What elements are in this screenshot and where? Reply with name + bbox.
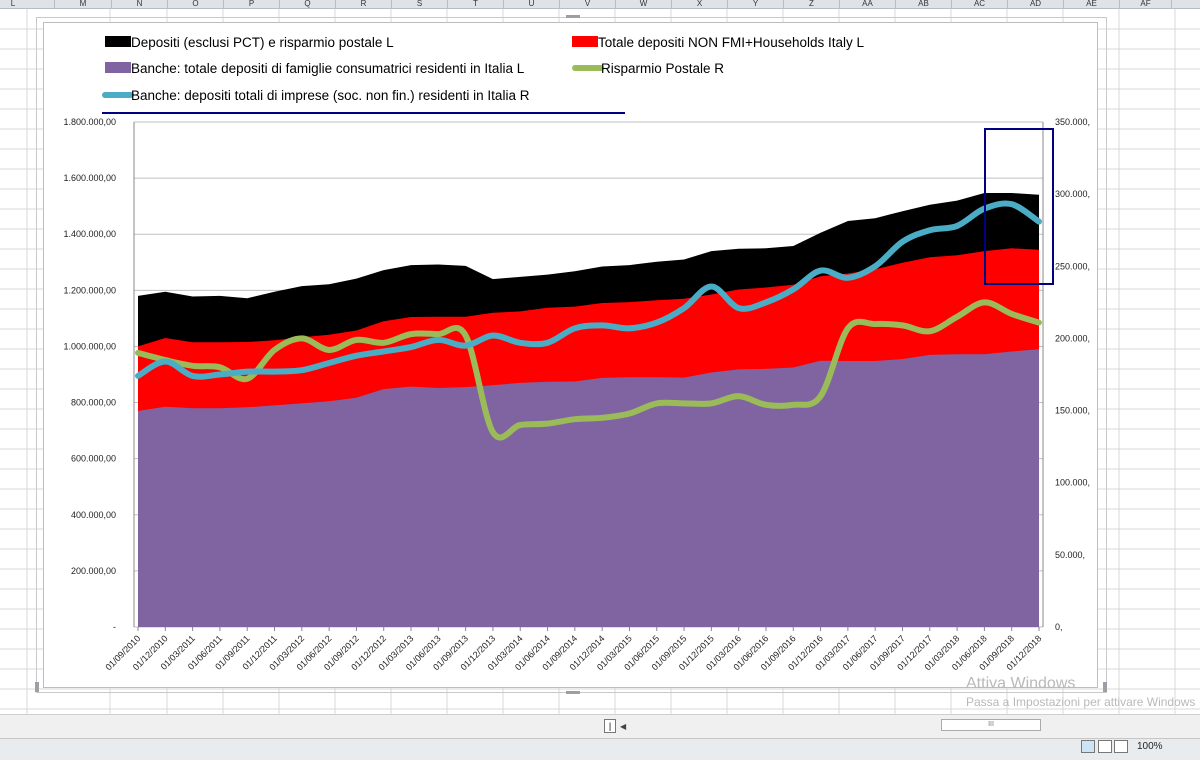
sheet-navigation-button[interactable]: | (604, 719, 616, 733)
chart-resize-handle-right[interactable] (1103, 682, 1107, 692)
left-axis-tick-label: 1.800.000,00 (63, 117, 116, 127)
right-axis-tick-label: 250.000, (1055, 261, 1090, 271)
left-axis-tick-label: 1.000.000,00 (63, 341, 116, 351)
area-series-3[interactable] (138, 349, 1039, 627)
left-axis-tick-label: 800.000,00 (71, 398, 116, 408)
annotation-layer (102, 112, 1054, 285)
right-axis-tick-label: 50.000, (1055, 550, 1085, 560)
activation-watermark-title: Attiva Windows (966, 675, 1076, 692)
left-axis-tick-label: 400.000,00 (71, 510, 116, 520)
plot-layer (134, 121, 1043, 628)
line-series-2[interactable] (135, 200, 1042, 380)
legend-entry-label: Risparmio Postale R (601, 61, 724, 76)
column-header-s[interactable]: S (392, 0, 448, 8)
left-axis-tick-label: 1.400.000,00 (63, 229, 116, 239)
chart-resize-handle-bottom[interactable] (566, 691, 580, 694)
column-header-w[interactable]: W (616, 0, 672, 8)
right-axis-tick-label: 300.000, (1055, 189, 1090, 199)
left-axis-tick-label: 600.000,00 (71, 454, 116, 464)
legend-swatch (105, 62, 131, 73)
left-axis-tick-label: 1.600.000,00 (63, 173, 116, 183)
column-header-ae[interactable]: AE (1064, 0, 1120, 8)
sheet-scroll-left-icon[interactable]: ◀ (620, 722, 627, 731)
legend-entry-label: Banche: depositi totali di imprese (soc.… (131, 88, 530, 103)
column-header-u[interactable]: U (504, 0, 560, 8)
column-header-y[interactable]: Y (728, 0, 784, 8)
normal-view-icon[interactable] (1081, 740, 1095, 753)
horizontal-scroll-thumb[interactable]: III (941, 719, 1041, 731)
annotation-highlight-box (984, 128, 1054, 285)
column-header-p[interactable]: P (224, 0, 280, 8)
page-break-view-icon[interactable] (1114, 740, 1128, 753)
right-axis-tick-label: 150.000, (1055, 406, 1090, 416)
column-header-q[interactable]: Q (280, 0, 336, 8)
column-header-m[interactable]: M (55, 0, 112, 8)
activation-watermark-subtitle: Passa a Impostazioni per attivare Window… (966, 695, 1196, 709)
right-axis-tick-label: 350.000, (1055, 117, 1090, 127)
legend[interactable]: Depositi (esclusi PCT) e risparmio posta… (102, 35, 864, 103)
sheet-tab-bar (0, 714, 1200, 739)
column-header-v[interactable]: V (560, 0, 616, 8)
left-axis-tick-label: 200.000,00 (71, 566, 116, 576)
column-header-x[interactable]: X (672, 0, 728, 8)
column-header-aa[interactable]: AA (840, 0, 896, 8)
column-header-l[interactable]: L (0, 0, 55, 8)
chart-resize-handle-top[interactable] (566, 15, 580, 18)
legend-swatch (105, 36, 131, 47)
left-axis-tick-label: - (113, 622, 116, 632)
right-axis-tick-label: 100.000, (1055, 478, 1090, 488)
right-axis-tick-label: 200.000, (1055, 333, 1090, 343)
column-header-ac[interactable]: AC (952, 0, 1008, 8)
column-header-bar: L M N O P Q R S T U V W X Y Z AA AB AC AD AE AF (0, 0, 1200, 9)
zoom-level[interactable]: 100% (1137, 741, 1163, 752)
right-axis-tick-label: 0, (1055, 622, 1063, 632)
column-header-t[interactable]: T (448, 0, 504, 8)
legend-entry-label: Depositi (esclusi PCT) e risparmio posta… (131, 35, 394, 50)
chart-resize-handle-left[interactable] (35, 682, 39, 692)
line-area-chart[interactable]: - 200.000,00 400.000,00 600.000,00 800.000,0… (0, 0, 1200, 714)
column-header-o[interactable]: O (168, 0, 224, 8)
legend-entry-label: Banche: totale depositi di famiglie cons… (131, 61, 525, 76)
column-header-r[interactable]: R (336, 0, 392, 8)
left-axis-tick-label: 1.200.000,00 (63, 285, 116, 295)
column-header-af[interactable]: AF (1120, 0, 1172, 8)
legend-entry-label: Totale depositi NON FMI+Households Italy… (598, 35, 864, 50)
line-series-1[interactable] (135, 299, 1042, 441)
status-bar (0, 738, 1200, 760)
column-header-ab[interactable]: AB (896, 0, 952, 8)
column-header-n[interactable]: N (112, 0, 168, 8)
column-header-ad[interactable]: AD (1008, 0, 1064, 8)
legend-swatch (572, 36, 598, 47)
page-layout-view-icon[interactable] (1098, 740, 1112, 753)
column-header-z[interactable]: Z (784, 0, 840, 8)
